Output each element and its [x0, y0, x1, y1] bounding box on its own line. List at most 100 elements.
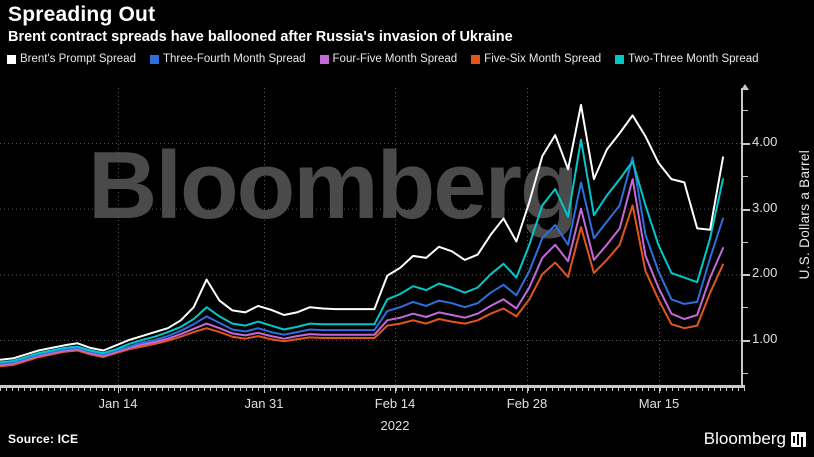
x-axis-minor-tick — [300, 388, 301, 391]
x-axis-minor-tick — [204, 388, 205, 391]
x-axis-minor-tick — [486, 388, 487, 391]
x-axis-minor-tick — [444, 388, 445, 391]
x-axis-minor-tick — [366, 388, 367, 391]
y-axis-tick — [743, 307, 748, 309]
legend-label: Two-Three Month Spread — [628, 53, 759, 65]
x-axis-minor-tick — [522, 388, 523, 391]
x-axis-minor-tick — [186, 388, 187, 391]
x-axis-minor-tick — [414, 388, 415, 391]
x-axis-tick — [118, 388, 119, 393]
x-axis-minor-tick — [630, 388, 631, 391]
x-axis-minor-tick — [582, 388, 583, 391]
source-note: Source: ICE — [8, 432, 79, 446]
x-axis-minor-tick — [354, 388, 355, 391]
y-axis-tick — [743, 340, 750, 342]
legend-label: Four-Five Month Spread — [332, 53, 458, 65]
x-axis-minor-tick — [396, 388, 397, 391]
x-axis-minor-tick — [228, 388, 229, 391]
chart-header: Spreading Out Brent contract spreads hav… — [0, 0, 814, 65]
x-axis-minor-tick — [312, 388, 313, 391]
series-line — [0, 156, 724, 365]
y-axis-tick — [743, 110, 748, 112]
x-axis-minor-tick — [270, 388, 271, 391]
x-axis-minor-tick — [546, 388, 547, 391]
x-axis-minor-tick — [462, 388, 463, 391]
legend-item[interactable]: Two-Three Month Spread — [615, 53, 759, 65]
x-axis-minor-tick — [702, 388, 703, 391]
x-axis-minor-tick — [324, 388, 325, 391]
x-axis-minor-tick — [210, 388, 211, 391]
x-axis-minor-tick — [90, 388, 91, 391]
x-axis-minor-tick — [0, 388, 1, 391]
x-axis-minor-tick — [540, 388, 541, 391]
x-axis-minor-tick — [60, 388, 61, 391]
x-axis-year-label: 2022 — [380, 418, 410, 433]
x-axis-minor-tick — [648, 388, 649, 391]
y-axis-tick — [743, 143, 750, 145]
x-axis-minor-tick — [288, 388, 289, 391]
x-axis-tick-label: Feb 28 — [506, 396, 548, 411]
y-axis-line — [741, 88, 743, 388]
x-axis-minor-tick — [258, 388, 259, 391]
x-axis-minor-tick — [174, 388, 175, 391]
x-axis-minor-tick — [198, 388, 199, 391]
x-axis-minor-tick — [84, 388, 85, 391]
x-axis-minor-tick — [594, 388, 595, 391]
x-axis-minor-tick — [360, 388, 361, 391]
y-axis-tick-label: 1.00 — [752, 331, 778, 346]
legend-swatch-icon — [471, 54, 481, 64]
series-line — [0, 138, 724, 364]
x-axis-minor-tick — [618, 388, 619, 391]
y-axis-tick — [743, 241, 748, 243]
x-axis-minor-tick — [402, 388, 403, 391]
x-axis-minor-tick — [120, 388, 121, 391]
bloomberg-watermark: Bloomberg — [88, 132, 579, 239]
x-axis-minor-tick — [12, 388, 13, 391]
x-axis-minor-tick — [600, 388, 601, 391]
x-axis-minor-tick — [132, 388, 133, 391]
x-axis-minor-tick — [420, 388, 421, 391]
x-axis-minor-tick — [318, 388, 319, 391]
x-axis-minor-tick — [408, 388, 409, 391]
y-axis-tick-label: 4.00 — [752, 134, 778, 149]
legend-label: Five-Six Month Spread — [484, 53, 602, 65]
chart-legend: Brent's Prompt Spread Three-Fourth Month … — [0, 46, 814, 65]
x-axis-minor-tick — [714, 388, 715, 391]
x-axis-minor-tick — [306, 388, 307, 391]
x-axis-minor-tick — [432, 388, 433, 391]
x-axis-minor-tick — [732, 388, 733, 391]
y-axis-tick-label: 2.00 — [752, 265, 778, 281]
x-axis-minor-tick — [450, 388, 451, 391]
x-axis-minor-tick — [510, 388, 511, 391]
legend-item[interactable]: Four-Five Month Spread — [319, 53, 458, 65]
x-axis-tick — [395, 388, 396, 393]
x-axis-minor-tick — [102, 388, 103, 391]
x-axis-minor-tick — [378, 388, 379, 391]
legend-item[interactable]: Five-Six Month Spread — [471, 53, 601, 65]
x-axis-minor-tick — [456, 388, 457, 391]
legend-label: Three-Fourth Month Spread — [162, 53, 306, 65]
x-axis-minor-tick — [24, 388, 25, 391]
legend-item[interactable]: Brent's Prompt Spread — [7, 53, 136, 65]
y-axis-tick-label: 3.00 — [752, 199, 778, 215]
plot-area: Bloomberg — [0, 88, 741, 385]
x-axis-minor-tick — [636, 388, 637, 391]
legend-item[interactable]: Three-Fourth Month Spread — [149, 53, 306, 65]
x-axis-minor-tick — [36, 388, 37, 391]
x-axis-minor-tick — [42, 388, 43, 391]
x-axis-minor-tick — [438, 388, 439, 391]
x-axis-tick-label: Jan 31 — [244, 396, 284, 411]
x-axis-minor-tick — [18, 388, 19, 391]
x-axis-minor-tick — [162, 388, 163, 391]
legend-swatch-icon — [615, 54, 625, 64]
x-axis-minor-tick — [624, 388, 625, 391]
x-axis-minor-tick — [234, 388, 235, 391]
x-axis-minor-tick — [54, 388, 55, 391]
x-axis-minor-tick — [678, 388, 679, 391]
chart-title: Spreading Out — [8, 3, 156, 26]
chart-subtitle: Brent contract spreads have ballooned af… — [8, 29, 513, 45]
x-axis-minor-tick — [492, 388, 493, 391]
x-axis-minor-tick — [426, 388, 427, 391]
x-axis-tick-label: Jan 14 — [98, 396, 138, 411]
